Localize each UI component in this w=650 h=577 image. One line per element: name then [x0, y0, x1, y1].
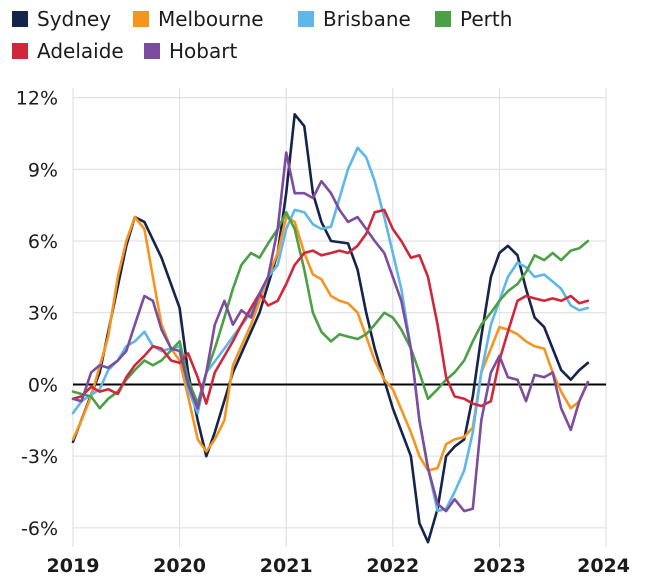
legend-swatch-sydney: [12, 11, 28, 27]
series-line-brisbane: [71, 146, 590, 513]
y-tick-label: 3%: [28, 303, 58, 325]
legend-label-brisbane: Brisbane: [323, 7, 411, 31]
y-tick-label: 9%: [28, 159, 58, 181]
series-line-perth: [71, 211, 590, 410]
y-tick-label: -6%: [21, 518, 58, 540]
legend-swatch-hobart: [144, 43, 160, 59]
series-line-adelaide: [71, 208, 590, 408]
y-tick-label: -3%: [21, 446, 58, 468]
legend-label-adelaide: Adelaide: [37, 39, 124, 63]
legend-swatch-adelaide: [12, 43, 28, 59]
x-axis-labels: 2019 2020 2021 2022 2023 2024: [47, 555, 630, 577]
x-tick-label: 2024: [577, 555, 630, 577]
x-tick-label: 2020: [153, 555, 206, 577]
x-tick-label: 2019: [47, 555, 100, 577]
x-tick-label: 2023: [473, 555, 526, 577]
series-lines: [71, 113, 590, 544]
x-tick-label: 2021: [260, 555, 313, 577]
y-tick-label: 6%: [28, 231, 58, 253]
legend-swatch-brisbane: [298, 11, 314, 27]
legend: Sydney Melbourne Brisbane Perth Adelaide Hoba…: [12, 7, 512, 63]
grid: [72, 88, 607, 547]
series-line-sydney: [71, 113, 590, 544]
y-tick-label: 0%: [28, 374, 58, 396]
legend-swatch-perth: [435, 11, 451, 27]
series-line-hobart: [71, 151, 590, 513]
legend-label-melbourne: Melbourne: [158, 7, 264, 31]
y-tick-label: 12%: [16, 88, 58, 110]
legend-label-perth: Perth: [460, 7, 512, 31]
legend-label-hobart: Hobart: [169, 39, 237, 63]
legend-swatch-melbourne: [133, 11, 149, 27]
legend-label-sydney: Sydney: [37, 7, 111, 31]
x-tick-label: 2022: [366, 555, 419, 577]
y-axis-labels: 12% 9% 6% 3% 0% -3% -6%: [16, 88, 58, 540]
